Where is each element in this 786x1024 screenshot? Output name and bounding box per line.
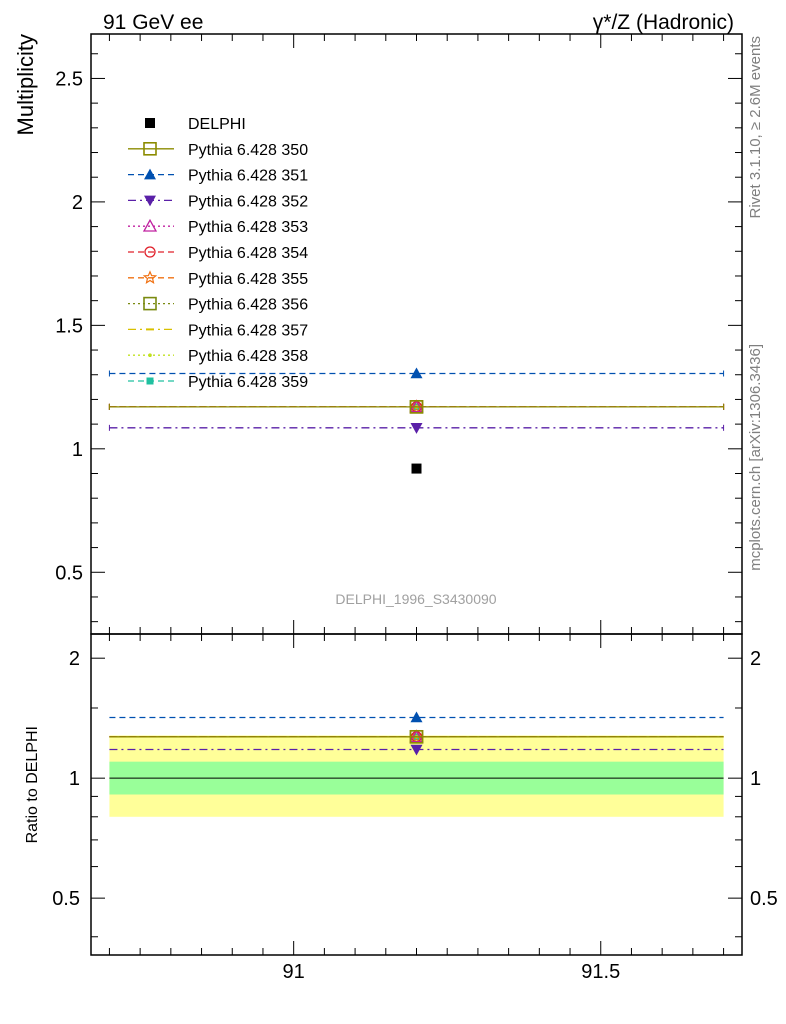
x-tick-label: 91.5: [581, 961, 620, 983]
legend-label: Pythia 6.428 353: [188, 219, 308, 236]
x-tick-label: 91: [283, 961, 305, 983]
ratio-plot-area: [109, 711, 724, 817]
ratio-y-axis-label: Ratio to DELPHI: [24, 726, 41, 843]
legend-label: Pythia 6.428 356: [188, 297, 308, 314]
legend-marker: [143, 296, 157, 311]
series-marker: [410, 423, 423, 434]
legend-marker: [142, 270, 158, 284]
legend-label: Pythia 6.428 358: [188, 348, 308, 365]
ratio-y-tick-label-left: 1: [69, 768, 80, 790]
main-y-tick-label: 0.5: [55, 562, 83, 584]
legend: DELPHI Pythia 6.428 350 Pythia 6.428 351 Py…: [128, 116, 308, 391]
header-left-label: 91 GeV ee: [103, 11, 203, 34]
series-marker: [409, 400, 424, 414]
plot-frames: 0.5 1 1.5 2 2.5 91 91.5 0.5 0.5 1 1 2 2: [52, 33, 778, 983]
legend-label: Pythia 6.428 357: [188, 322, 308, 339]
legend-marker: [142, 218, 158, 232]
main-y-tick-label: 1.5: [55, 315, 83, 337]
legend-label: Pythia 6.428 359: [188, 374, 308, 391]
main-plot-area: [108, 367, 725, 474]
legend-label: Pythia 6.428 351: [188, 168, 308, 185]
series-marker: [410, 367, 423, 379]
mcplots-label: mcplots.cern.ch [arXiv:1306.3436]: [747, 344, 764, 571]
data-point-marker: [411, 463, 422, 474]
legend-marker: [148, 353, 152, 358]
legend-label: DELPHI: [188, 116, 246, 133]
ratio-series-marker: [409, 729, 424, 744]
main-y-tick-label: 1: [72, 439, 83, 461]
header-right-label: γ*/Z (Hadronic): [593, 11, 734, 34]
legend-marker: [144, 168, 156, 180]
ratio-y-tick-label-right: 2: [750, 648, 761, 670]
ratio-y-tick-label-right: 0.5: [750, 888, 778, 910]
legend-marker: [144, 246, 156, 258]
ratio-y-tick-label-left: 0.5: [52, 888, 80, 910]
legend-label: Pythia 6.428 354: [188, 245, 308, 262]
rivet-version-label: Rivet 3.1.10, ≥ 2.6M events: [747, 36, 764, 219]
legend-label: Pythia 6.428 352: [188, 193, 308, 210]
ratio-y-tick-label-left: 2: [69, 648, 80, 670]
main-y-tick-label: 2: [72, 192, 83, 214]
ratio-y-tick-label-right: 1: [750, 768, 761, 790]
main-y-tick-label: 2.5: [55, 68, 83, 90]
legend-marker: [143, 142, 157, 156]
legend-label: Pythia 6.428 355: [188, 271, 308, 288]
legend-marker: [145, 118, 155, 128]
analysis-tag: DELPHI_1996_S3430090: [335, 591, 496, 607]
ratio-series-marker: [410, 744, 423, 756]
legend-marker: [144, 195, 156, 207]
legend-marker: [146, 377, 154, 385]
legend-label: Pythia 6.428 350: [188, 142, 308, 159]
ratio-series-marker: [410, 711, 423, 723]
main-y-axis-label: Multiplicity: [13, 34, 38, 135]
